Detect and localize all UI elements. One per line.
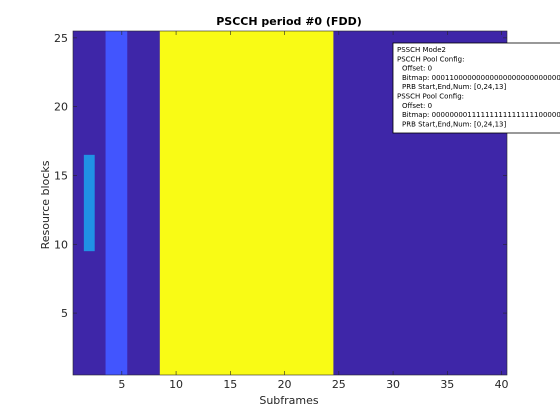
annotation-background bbox=[392, 42, 560, 134]
x-tick-label: 40 bbox=[495, 378, 509, 391]
x-axis: 5 10 15 20 25 30 35 40 bbox=[118, 31, 509, 391]
x-tick-label: 25 bbox=[332, 378, 346, 391]
heatmap-cell-2 bbox=[159, 31, 334, 375]
annotation-line: Offset: 0 bbox=[402, 65, 432, 73]
annotation-line: PRB Start,End,Num: [0,24,13] bbox=[402, 83, 506, 91]
plot-frame bbox=[72, 30, 508, 376]
annotation-line: Bitmap: 00000000111111111111111100000000… bbox=[402, 111, 560, 119]
annotation-line: PSSCH Pool Config: bbox=[397, 93, 464, 101]
y-tick-label: 25 bbox=[54, 32, 68, 45]
chart-title: PSCCH period #0 (FDD) bbox=[216, 15, 362, 28]
annotation-line: PSCCH Pool Config: bbox=[397, 55, 464, 63]
annotation-line: Offset: 0 bbox=[402, 102, 432, 110]
x-tick-label: 35 bbox=[440, 378, 454, 391]
annotation-line: Bitmap: 00011000000000000000000000000000… bbox=[402, 74, 560, 82]
x-tick-label: 10 bbox=[169, 378, 183, 391]
y-tick-label: 10 bbox=[54, 238, 68, 251]
y-tick-label: 15 bbox=[54, 169, 68, 182]
annotation-line: PRB Start,End,Num: [0,24,13] bbox=[402, 120, 506, 128]
heatmap-cell-0 bbox=[83, 154, 95, 252]
annotation-line: PSSCH Mode2 bbox=[397, 46, 446, 54]
x-axis-label: Subframes bbox=[259, 394, 319, 407]
y-axis-label: Resource blocks bbox=[39, 160, 52, 249]
y-tick-label: 20 bbox=[54, 101, 68, 114]
x-tick-label: 20 bbox=[278, 378, 292, 391]
heatmap-cell-1 bbox=[105, 31, 128, 375]
x-tick-label: 15 bbox=[223, 378, 237, 391]
y-axis: 5 10 15 20 25 bbox=[54, 32, 507, 320]
x-tick-label: 30 bbox=[386, 378, 400, 391]
x-tick-label: 5 bbox=[118, 378, 125, 391]
y-tick-label: 5 bbox=[61, 307, 68, 320]
